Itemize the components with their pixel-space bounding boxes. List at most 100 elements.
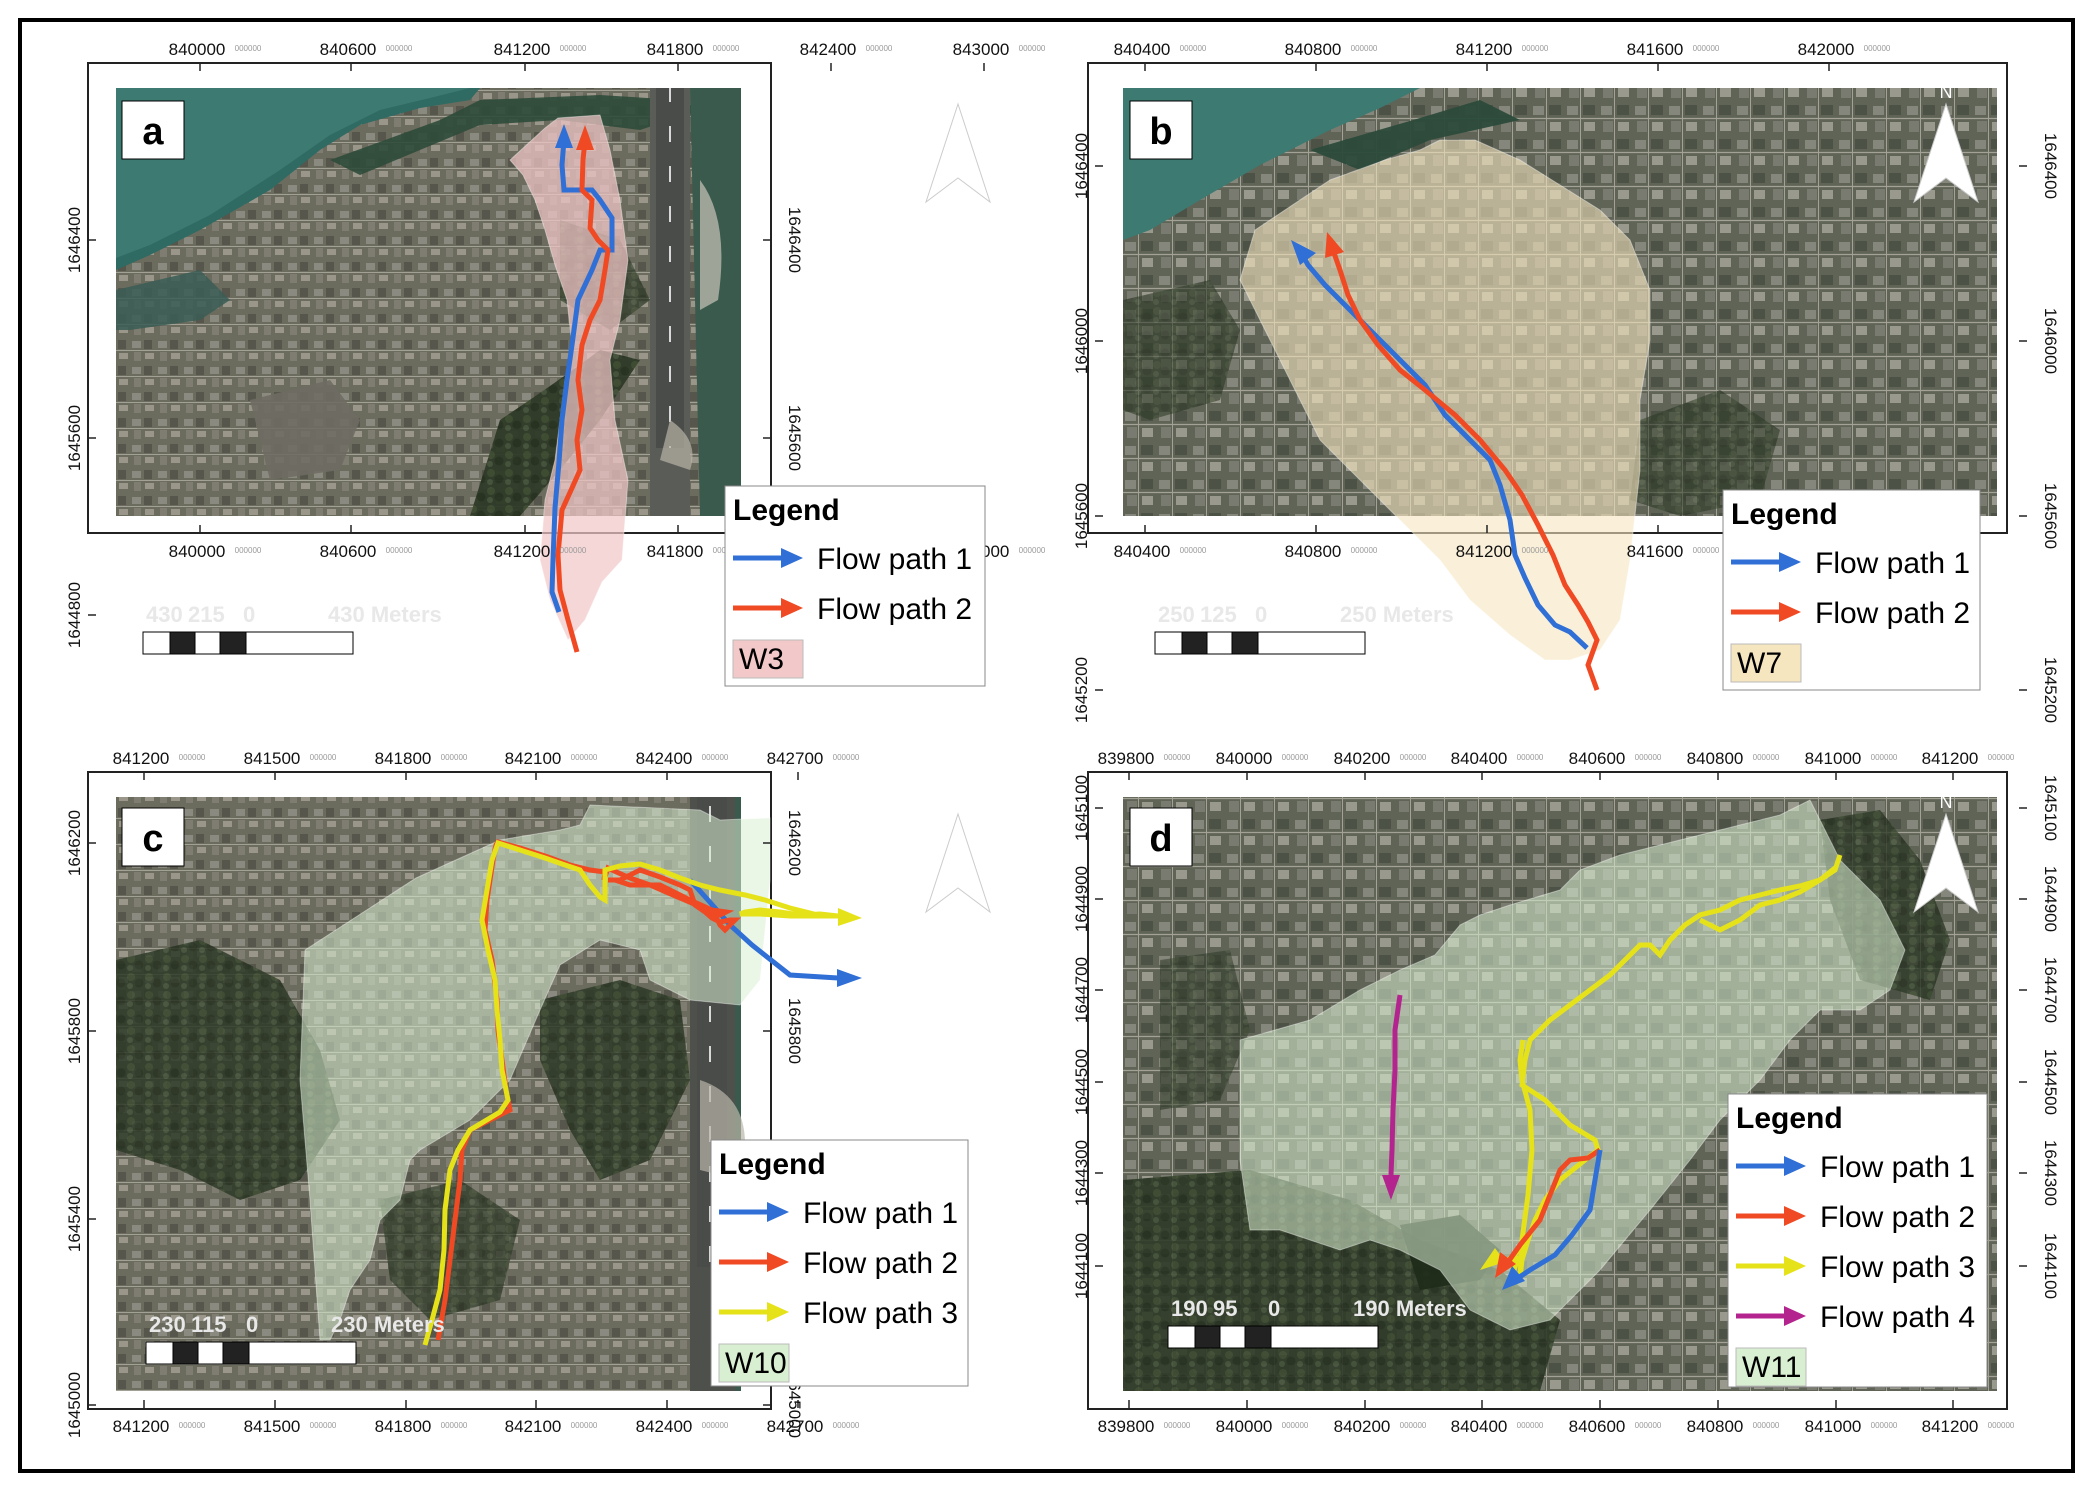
y-tick-label-left: 1644900 <box>1072 866 1091 932</box>
legend-title: Legend <box>1736 1102 1843 1135</box>
scale-bar-segment <box>172 1341 199 1365</box>
y-tick-label-right: 1646200 <box>785 810 804 876</box>
legend-item-label: Flow path 1 <box>1815 547 1970 580</box>
legend-arrowhead-icon <box>1784 1156 1806 1176</box>
x-tick-label-top: 841200 <box>1922 749 1979 768</box>
flow-path-1-b <box>1291 240 1589 650</box>
legend-item-label: W11 <box>1742 1351 1801 1384</box>
x-tick-label-bottom: 842100 <box>505 1417 562 1436</box>
x-tick-suffix: 000000 <box>1693 44 1720 53</box>
x-tick-suffix: 000000 <box>1164 1421 1191 1430</box>
legend-item-label: Flow path 1 <box>817 543 972 576</box>
x-tick-suffix: 000000 <box>179 753 206 762</box>
x-tick-label-bottom: 841000 <box>1805 1417 1862 1436</box>
x-tick-label-top: 840600 <box>320 40 377 59</box>
x-tick-suffix: 000000 <box>833 1421 860 1430</box>
scale-label: 115 <box>191 1312 227 1337</box>
legend-item-label: Flow path 1 <box>803 1197 958 1230</box>
flow-path-3-c <box>422 839 862 1346</box>
legend-arrowhead-icon <box>781 598 803 618</box>
x-tick-suffix: 000000 <box>310 1421 337 1430</box>
y-tick-label-left: 1646400 <box>65 207 84 273</box>
legend-title: Legend <box>733 494 840 527</box>
panel-label: a <box>142 111 164 153</box>
panel-label-box <box>1129 807 1193 867</box>
scale-bar-segment <box>145 1341 174 1365</box>
y-tick-label-right: 1645600 <box>2041 483 2060 549</box>
x-tick-suffix: 000000 <box>560 546 587 555</box>
legend-swatch <box>1735 1347 1807 1387</box>
y-tick-label-right: 1645800 <box>785 998 804 1064</box>
flow-path-3-d <box>1480 854 1843 1279</box>
x-tick-suffix: 000000 <box>441 1421 468 1430</box>
y-tick-label-left: 1644500 <box>1072 1049 1091 1115</box>
x-tick-suffix: 000000 <box>1753 753 1780 762</box>
x-tick-suffix: 000000 <box>1871 1421 1898 1430</box>
y-tick-label-right: 1644100 <box>2041 1233 2060 1299</box>
x-tick-suffix: 000000 <box>1517 753 1544 762</box>
x-tick-suffix: 000000 <box>571 1421 598 1430</box>
watershed-w10 <box>299 804 771 1341</box>
panel-a <box>87 62 772 653</box>
x-tick-label-bottom: 842700 <box>767 1417 824 1436</box>
flow-path-1-a <box>549 124 615 613</box>
flow-path-2-b <box>1325 232 1600 691</box>
north-arrow-icon <box>1913 102 1979 204</box>
scale-label: 125 <box>1200 602 1237 627</box>
y-tick-label-right: 1644700 <box>2041 957 2060 1023</box>
legend-item-label: Flow path 3 <box>1820 1251 1975 1284</box>
x-tick-suffix: 000000 <box>1351 546 1378 555</box>
x-tick-label-top: 839800 <box>1098 749 1155 768</box>
x-tick-label-top: 840400 <box>1114 40 1171 59</box>
panel-c <box>87 771 862 1410</box>
y-tick-label-left: 1645800 <box>65 998 84 1064</box>
legend-swatch <box>718 1343 790 1383</box>
x-tick-label-bottom: 839800 <box>1098 1417 1155 1436</box>
scale-bar-segment <box>248 1341 357 1365</box>
scale-bar-segment <box>1194 1325 1221 1349</box>
x-tick-label-bottom: 840800 <box>1285 542 1342 561</box>
x-tick-suffix: 000000 <box>1871 753 1898 762</box>
x-tick-suffix: 000000 <box>571 753 598 762</box>
north-arrow-icon <box>925 812 991 914</box>
y-tick-label-right: 1644900 <box>2041 866 2060 932</box>
x-tick-label-top: 842100 <box>505 749 562 768</box>
scale-bar-segment <box>1154 631 1183 655</box>
x-tick-suffix: 000000 <box>1522 546 1549 555</box>
panel-label: d <box>1149 818 1172 860</box>
x-tick-label-top: 841200 <box>494 40 551 59</box>
panel-b <box>1087 62 2008 691</box>
scale-label: 0 <box>243 602 255 627</box>
x-tick-suffix: 000000 <box>441 753 468 762</box>
legend-item-label: W10 <box>725 1347 787 1380</box>
legend-item-label: Flow path 2 <box>817 593 972 626</box>
figure-frame <box>18 18 2075 1473</box>
x-tick-label-bottom: 841800 <box>375 1417 432 1436</box>
scale-bar-segment <box>142 631 171 655</box>
y-tick-label-left: 1646200 <box>65 810 84 876</box>
legend-arrowhead-icon <box>1784 1206 1806 1226</box>
x-tick-label-top: 841000 <box>1805 749 1862 768</box>
x-tick-label-bottom: 842400 <box>636 1417 693 1436</box>
north-label: N <box>1940 792 1953 812</box>
scale-label: 250 <box>1158 602 1195 627</box>
y-tick-label-right: 1645600 <box>785 405 804 471</box>
panel-a-annotations: 840000 000000 840000 000000 840600 000000 8406… <box>65 40 1046 687</box>
x-tick-label-bottom: 840600 <box>320 542 377 561</box>
x-tick-label-bottom: 841600 <box>1627 542 1684 561</box>
scale-label: 0 <box>1255 602 1267 627</box>
scale-label: 0 <box>246 1312 258 1337</box>
x-tick-label-bottom: 841500 <box>244 1417 301 1436</box>
y-tick-label-left: 1646000 <box>1072 308 1091 374</box>
y-tick-label-left: 1645600 <box>65 405 84 471</box>
legend-arrowhead-icon <box>767 1202 789 1222</box>
x-tick-label-bottom: 841200 <box>113 1417 170 1436</box>
x-tick-suffix: 000000 <box>1282 1421 1309 1430</box>
x-tick-label-top: 842000 <box>1798 40 1855 59</box>
x-tick-suffix: 000000 <box>1753 1421 1780 1430</box>
x-tick-label-top: 840000 <box>169 40 226 59</box>
x-tick-suffix: 000000 <box>1693 546 1720 555</box>
x-tick-label-top: 840800 <box>1285 40 1342 59</box>
x-tick-label-top: 841800 <box>375 749 432 768</box>
panel-d-annotations: 839800 000000 839800 000000 840000 000000 8400… <box>1072 749 2060 1436</box>
